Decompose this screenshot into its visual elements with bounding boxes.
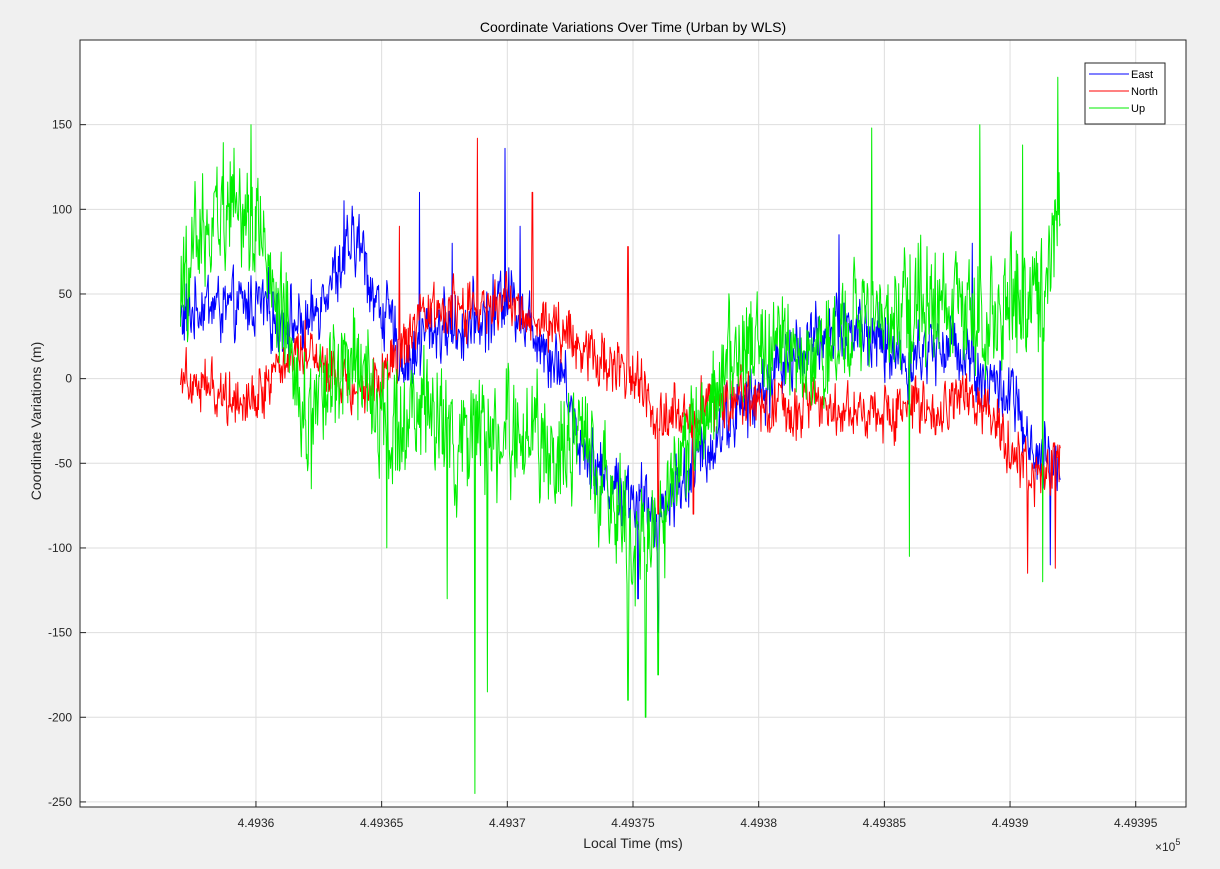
chart-title: Coordinate Variations Over Time (Urban b…: [480, 19, 786, 35]
legend-box: [1084, 62, 1166, 125]
legend[interactable]: East North Up: [1084, 62, 1166, 125]
series-line-north: [180, 137, 1061, 574]
x-axis-exponent-base: ×10: [1155, 840, 1176, 854]
x-tick-label: 4.49365: [360, 816, 404, 830]
y-tick-label: -250: [48, 795, 72, 809]
series-lines: [180, 76, 1061, 794]
y-axis-label: Coordinate Variations (m): [28, 342, 44, 500]
y-tick-label: 100: [52, 202, 72, 216]
y-tick-label: 50: [59, 287, 73, 301]
x-tick-label: 4.4937: [489, 816, 526, 830]
series-line-up: [180, 76, 1061, 794]
y-tick-label: -100: [48, 541, 72, 555]
y-tick-label: -200: [48, 710, 72, 724]
legend-label: North: [1131, 86, 1158, 98]
y-tick-labels: -250 -200 -150 -100 -50 0 50 100 150: [48, 118, 72, 809]
tick-marks: [80, 124, 1137, 807]
x-tick-label: 4.49385: [863, 816, 907, 830]
x-axis-label: Local Time (ms): [583, 835, 683, 851]
y-tick-label: -150: [48, 626, 72, 640]
x-tick-label: 4.4936: [238, 816, 275, 830]
y-tick-label: 150: [52, 118, 72, 132]
x-tick-label: 4.4939: [992, 816, 1029, 830]
x-tick-label: 4.4938: [740, 816, 777, 830]
x-tick-label: 4.49375: [611, 816, 655, 830]
y-tick-label: 0: [65, 372, 72, 386]
x-tick-labels: 4.4936 4.49365 4.4937 4.49375 4.4938 4.49385 4…: [238, 816, 1158, 830]
x-axis-exponent-power: 5: [1175, 837, 1180, 847]
x-tick-label: 4.49395: [1114, 816, 1158, 830]
legend-label: Up: [1131, 103, 1145, 115]
x-axis-exponent: ×105: [1155, 837, 1180, 854]
legend-label: East: [1131, 69, 1153, 81]
y-tick-label: -50: [55, 456, 73, 470]
